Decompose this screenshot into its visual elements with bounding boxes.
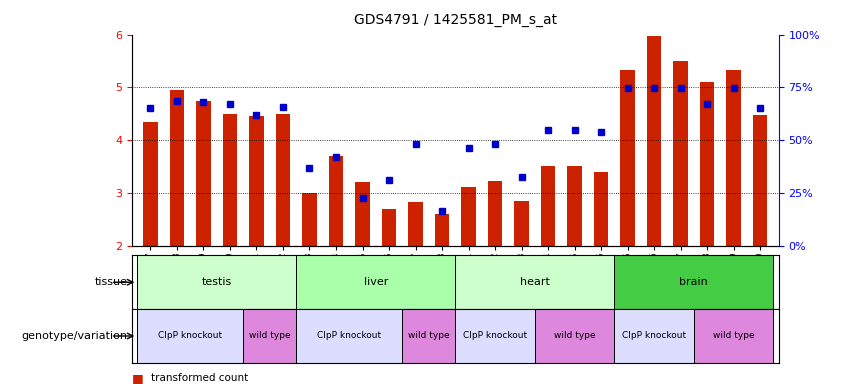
Text: heart: heart (520, 277, 550, 287)
Bar (355, 182, 370, 246)
Bar (694, 309, 774, 363)
Bar (455, 255, 614, 309)
Text: ClpP knockout: ClpP knockout (622, 331, 686, 341)
Bar (620, 71, 635, 246)
Bar (534, 309, 614, 363)
Text: wild type: wild type (408, 331, 449, 341)
Bar (296, 255, 455, 309)
Bar (673, 61, 688, 246)
Bar (614, 255, 774, 309)
Bar (197, 101, 211, 246)
Text: brain: brain (679, 277, 708, 287)
Bar (461, 187, 476, 246)
Text: wild type: wild type (249, 331, 290, 341)
Bar (614, 309, 694, 363)
Bar (382, 209, 397, 246)
Bar (276, 114, 290, 246)
Bar (455, 309, 534, 363)
Text: ClpP knockout: ClpP knockout (317, 331, 381, 341)
Bar (594, 172, 608, 246)
Bar (435, 214, 449, 246)
Bar (488, 181, 502, 246)
Text: testis: testis (202, 277, 231, 287)
Bar (408, 202, 423, 246)
Bar (514, 201, 528, 246)
Bar (243, 309, 296, 363)
Bar (249, 116, 264, 246)
Bar (647, 36, 661, 246)
Bar (540, 166, 556, 246)
Text: wild type: wild type (713, 331, 755, 341)
Text: tissue: tissue (94, 277, 128, 287)
Bar (403, 309, 455, 363)
Text: wild type: wild type (554, 331, 596, 341)
Bar (700, 82, 714, 246)
Bar (143, 122, 157, 246)
Bar (568, 166, 582, 246)
Text: liver: liver (363, 277, 388, 287)
Text: ■: ■ (132, 372, 148, 384)
Bar (137, 309, 243, 363)
Text: GDS4791 / 1425581_PM_s_at: GDS4791 / 1425581_PM_s_at (354, 13, 557, 27)
Bar (753, 115, 768, 246)
Bar (169, 90, 185, 246)
Bar (302, 193, 317, 246)
Bar (223, 114, 237, 246)
Bar (296, 309, 403, 363)
Bar (137, 255, 296, 309)
Bar (726, 71, 741, 246)
Text: genotype/variation: genotype/variation (21, 331, 128, 341)
Bar (328, 156, 343, 246)
Text: transformed count: transformed count (151, 373, 248, 383)
Text: ClpP knockout: ClpP knockout (463, 331, 527, 341)
Text: ClpP knockout: ClpP knockout (158, 331, 222, 341)
